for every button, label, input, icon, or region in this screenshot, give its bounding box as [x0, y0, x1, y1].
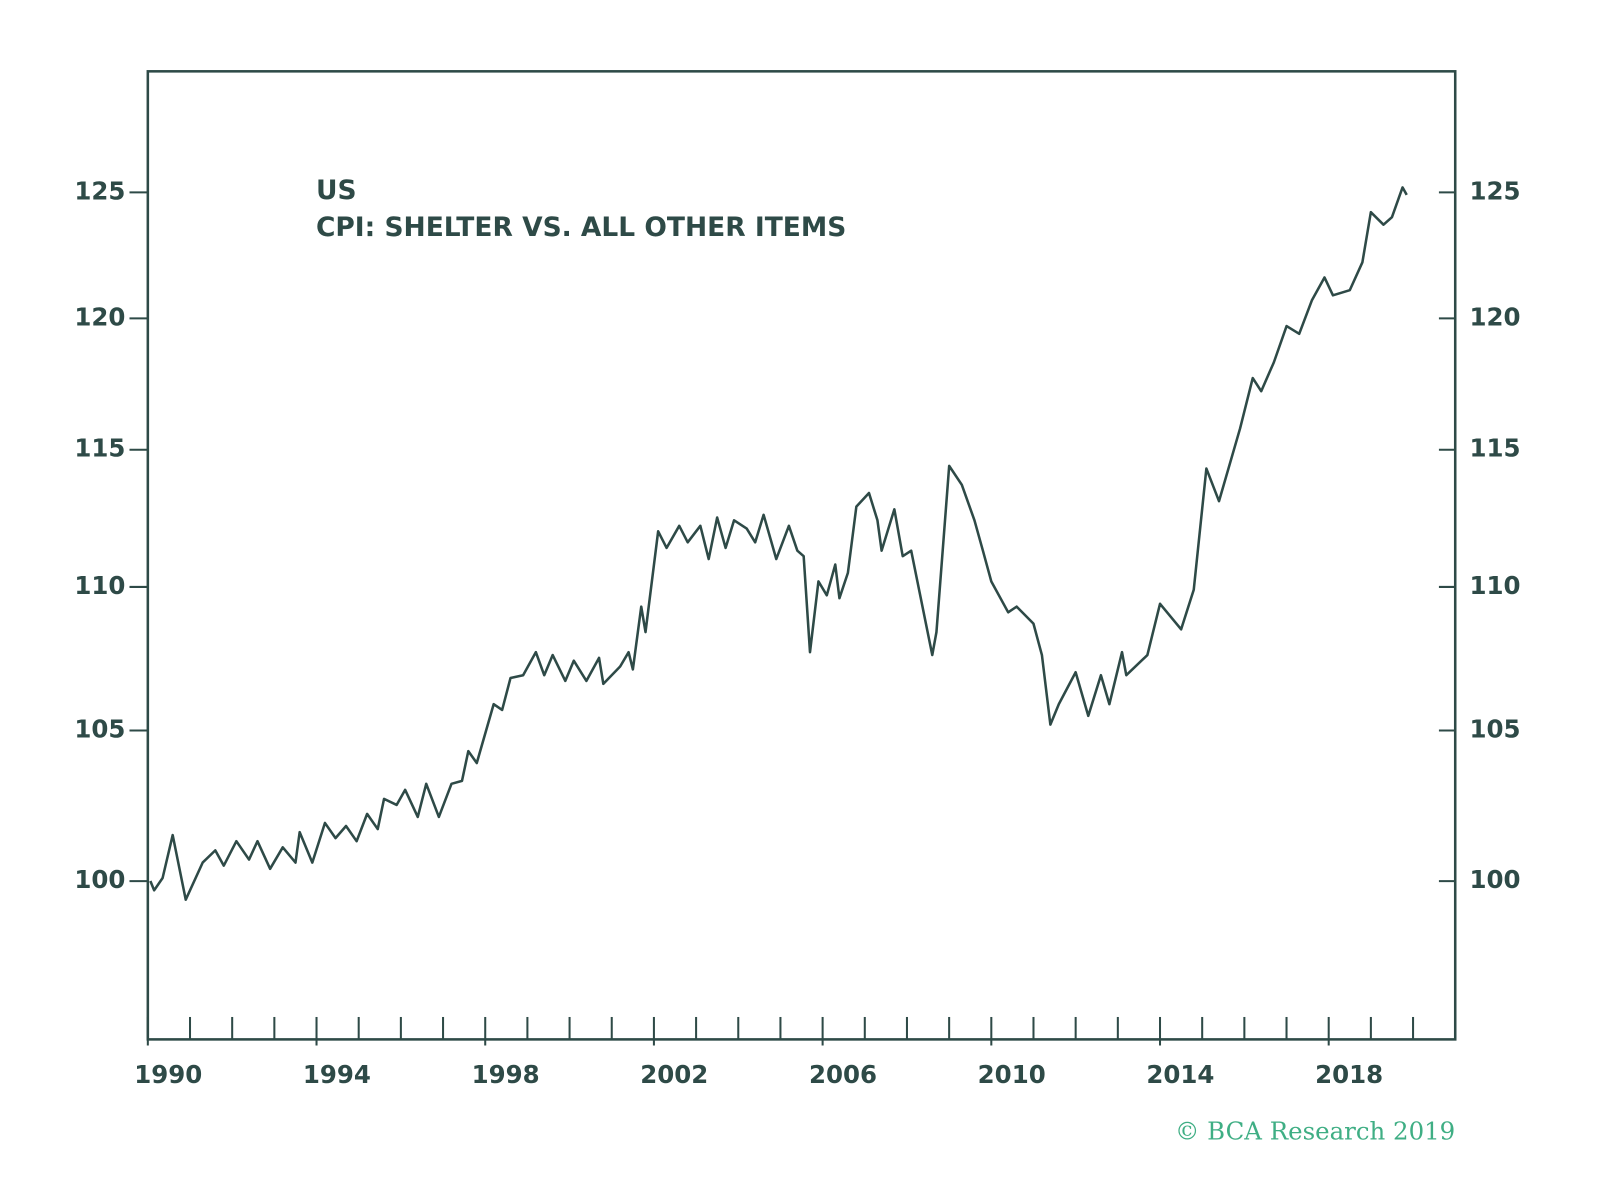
x-tick-label: 1990 [134, 1060, 202, 1089]
source: © BCA Research 2019 [1175, 1117, 1455, 1146]
y-tick-label: 115 [74, 434, 125, 463]
y2-tick-label: 100 [1469, 865, 1520, 894]
y2-tick-label: 120 [1469, 302, 1520, 331]
plot-frame [146, 70, 1457, 1041]
y2-tick-label: 105 [1469, 715, 1520, 744]
x-tick-label: 2002 [640, 1060, 708, 1089]
y-tick-label: 105 [74, 715, 125, 744]
y-tick-label: 100 [74, 865, 125, 894]
x-tick-label: 1994 [303, 1060, 371, 1089]
x-tick-label: 2014 [1146, 1060, 1214, 1089]
chart-subtitle: CPI: SHELTER VS. ALL OTHER ITEMS [316, 212, 846, 243]
y-tick-label: 120 [74, 302, 125, 331]
y-tick-label: 110 [74, 571, 125, 600]
x-tick-label: 2010 [978, 1060, 1046, 1089]
y2-tick-label: 115 [1469, 434, 1520, 463]
x-tick-label: 2018 [1315, 1060, 1383, 1089]
y-tick-label: 125 [74, 176, 125, 205]
y2-tick-label: 125 [1469, 176, 1520, 205]
chart-title: US [316, 175, 357, 206]
x-tick-label: 1998 [472, 1060, 540, 1089]
x-tick-label: 2006 [809, 1060, 877, 1089]
data-line [149, 186, 1408, 901]
y2-tick-label: 110 [1469, 571, 1520, 600]
